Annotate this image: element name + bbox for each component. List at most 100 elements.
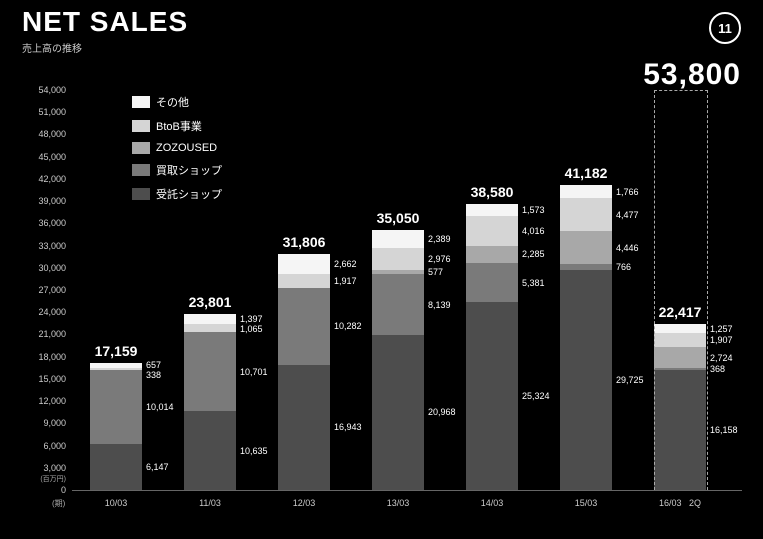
- segment-value-label: 1,397: [240, 314, 263, 324]
- y-tick: 6,000: [43, 441, 66, 451]
- segment-value-label: 10,701: [240, 367, 268, 377]
- legend-item: 買取ショップ: [132, 162, 222, 178]
- y-axis: 03,0006,0009,00012,00015,00018,00021,000…: [22, 90, 68, 490]
- y-tick: 30,000: [38, 263, 66, 273]
- segment-value-label: 368: [710, 364, 725, 374]
- bar-total-label: 41,182: [565, 165, 608, 181]
- legend-label: BtoB事業: [156, 118, 202, 134]
- net-sales-chart: 03,0006,0009,00012,00015,00018,00021,000…: [22, 90, 742, 520]
- x-label: 13/03: [387, 498, 410, 508]
- y-tick: 36,000: [38, 218, 66, 228]
- legend-swatch: [132, 96, 150, 108]
- bar-total-label: 23,801: [189, 294, 232, 310]
- bar-segment: [278, 274, 330, 288]
- segment-value-label: 4,477: [616, 210, 639, 220]
- y-tick: 24,000: [38, 307, 66, 317]
- segment-value-label: 16,158: [710, 425, 738, 435]
- segment-value-label: 4,016: [522, 226, 545, 236]
- legend-item: 受託ショップ: [132, 186, 222, 202]
- bar-segment: [90, 444, 142, 490]
- segment-value-label: 1,065: [240, 324, 263, 334]
- legend-item: その他: [132, 94, 222, 110]
- y-tick: 48,000: [38, 129, 66, 139]
- bar-segment: [184, 332, 236, 411]
- y-tick: 3,000: [43, 463, 66, 473]
- legend-swatch: [132, 142, 150, 154]
- y-tick: 42,000: [38, 174, 66, 184]
- projection-outline: [654, 90, 708, 490]
- bar-total-label: 17,159: [95, 343, 138, 359]
- bar-segment: [278, 254, 330, 274]
- bar-segment: [90, 368, 142, 371]
- segment-value-label: 20,968: [428, 407, 456, 417]
- bar-segment: [560, 231, 612, 264]
- y-tick: 54,000: [38, 85, 66, 95]
- segment-value-label: 5,381: [522, 278, 545, 288]
- bar-segment: [184, 314, 236, 324]
- bar-segment: [560, 185, 612, 198]
- bar-group: 10,63510,7011,0651,39723,801: [184, 314, 236, 490]
- bar-segment: [278, 365, 330, 491]
- bar-segment: [372, 230, 424, 248]
- page-title: NET SALES: [22, 6, 188, 38]
- y-tick: 0: [61, 485, 66, 495]
- bar-group: 20,9688,1395772,9762,38935,050: [372, 230, 424, 490]
- bar-segment: [466, 246, 518, 263]
- bar-segment: [372, 248, 424, 270]
- segment-value-label: 766: [616, 262, 631, 272]
- bar-segment: [278, 288, 330, 364]
- bar-total-label: 31,806: [283, 234, 326, 250]
- segment-value-label: 10,014: [146, 402, 174, 412]
- segment-value-label: 338: [146, 370, 161, 380]
- y-tick: 27,000: [38, 285, 66, 295]
- bar-group: 6,14710,01433865717,159: [90, 363, 142, 490]
- y-tick: 39,000: [38, 196, 66, 206]
- projection-total: 53,800: [643, 58, 741, 92]
- bar-total-label: 38,580: [471, 184, 514, 200]
- y-tick: 9,000: [43, 418, 66, 428]
- bar-group: 25,3245,3812,2854,0161,57338,580: [466, 204, 518, 490]
- legend-label: 買取ショップ: [156, 162, 222, 178]
- y-tick: 45,000: [38, 152, 66, 162]
- segment-value-label: 1,573: [522, 205, 545, 215]
- legend-label: 受託ショップ: [156, 186, 222, 202]
- segment-value-label: 2,285: [522, 249, 545, 259]
- x-label: 14/03: [481, 498, 504, 508]
- y-tick: 18,000: [38, 352, 66, 362]
- x-label: 15/03: [575, 498, 598, 508]
- x-label: 11/03: [199, 498, 221, 508]
- x-label: 10/03: [105, 498, 128, 508]
- bar-group: 16,94310,2821,9172,66231,806: [278, 254, 330, 490]
- segment-value-label: 10,282: [334, 321, 362, 331]
- segment-value-label: 6,147: [146, 462, 169, 472]
- legend-swatch: [132, 120, 150, 132]
- bar-segment: [560, 264, 612, 270]
- segment-value-label: 8,139: [428, 300, 451, 310]
- segment-value-label: 1,907: [710, 335, 733, 345]
- y-tick: 33,000: [38, 241, 66, 251]
- bar-segment: [466, 204, 518, 216]
- bar-segment: [184, 411, 236, 490]
- x-label: 12/03: [293, 498, 316, 508]
- segment-value-label: 657: [146, 360, 161, 370]
- legend-swatch: [132, 188, 150, 200]
- segment-value-label: 25,324: [522, 391, 550, 401]
- x-axis: (期) 10/0311/0312/0313/0314/0315/0316/03 …: [72, 492, 742, 520]
- bar-segment: [184, 324, 236, 332]
- page-number-badge: 11: [709, 12, 741, 44]
- legend-item: ZOZOUSED: [132, 142, 222, 154]
- legend-item: BtoB事業: [132, 118, 222, 134]
- segment-value-label: 2,389: [428, 234, 451, 244]
- bar-segment: [372, 335, 424, 490]
- segment-value-label: 1,257: [710, 324, 733, 334]
- y-tick: 15,000: [38, 374, 66, 384]
- legend-label: その他: [156, 94, 189, 110]
- y-axis-unit: (百万円): [40, 474, 66, 484]
- bar-segment: [372, 270, 424, 274]
- page-subtitle: 売上高の推移: [22, 40, 188, 55]
- bar-segment: [90, 370, 142, 444]
- segment-value-label: 1,766: [616, 187, 639, 197]
- y-tick: 12,000: [38, 396, 66, 406]
- bar-segment: [466, 263, 518, 303]
- segment-value-label: 16,943: [334, 422, 362, 432]
